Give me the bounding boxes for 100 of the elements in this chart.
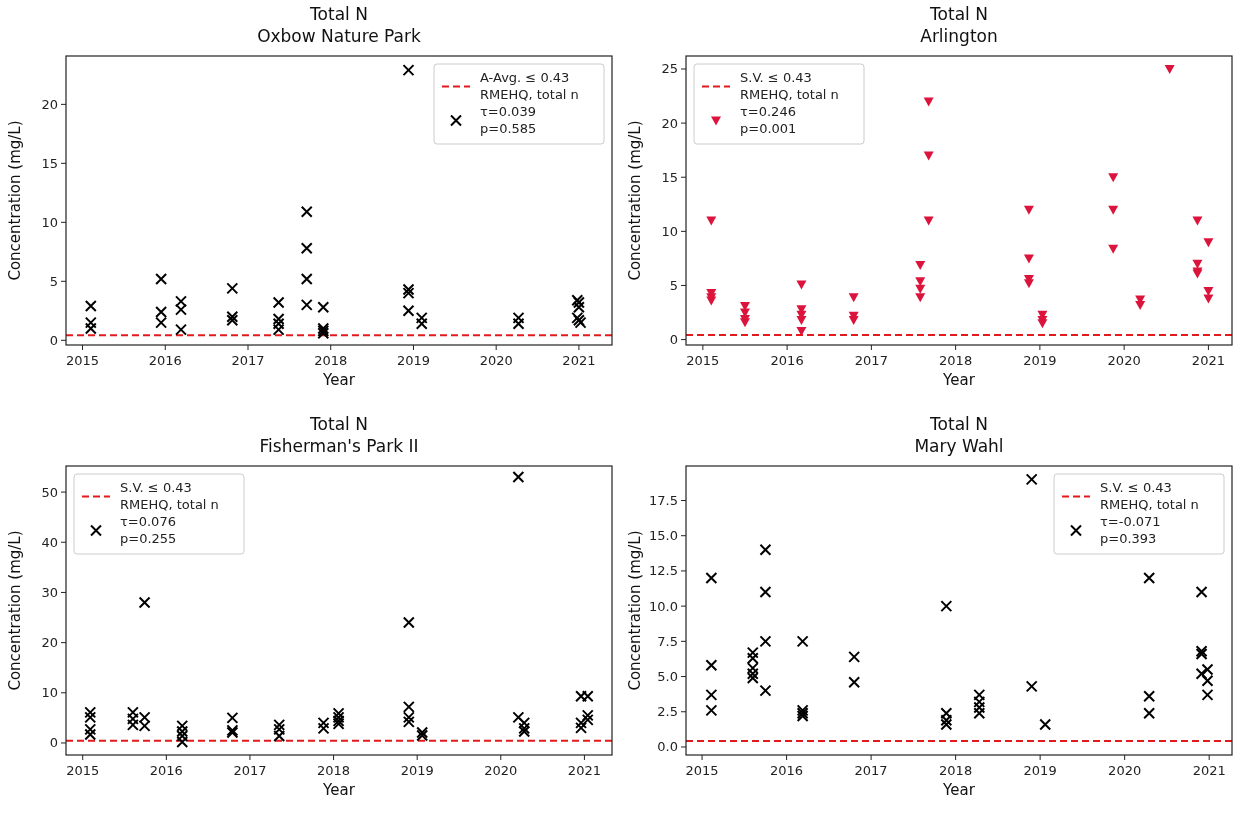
- point: [759, 543, 772, 556]
- y-tick-label: 7.5: [657, 633, 678, 649]
- point: [300, 298, 313, 311]
- chart-title: Total N: [309, 414, 368, 434]
- point: [332, 707, 345, 720]
- point: [84, 322, 97, 335]
- x-tick-label: 2019: [400, 763, 434, 778]
- y-tick-label: 15: [661, 169, 678, 185]
- point: [272, 323, 285, 336]
- x-tick-label: 2018: [939, 353, 973, 368]
- point: [705, 571, 718, 584]
- point: [512, 471, 525, 484]
- point: [272, 296, 285, 309]
- point: [1195, 586, 1208, 599]
- point: [1023, 279, 1034, 289]
- point: [759, 586, 772, 599]
- point: [226, 711, 239, 724]
- x-tick-label: 2021: [1192, 763, 1226, 778]
- point: [705, 659, 718, 672]
- x-axis-title: Year: [942, 371, 976, 389]
- point: [746, 667, 759, 680]
- y-tick-label: 25: [661, 61, 678, 77]
- point: [848, 650, 861, 663]
- point: [1108, 244, 1119, 254]
- chart-subtitle: Fisherman's Park II: [259, 436, 419, 456]
- y-tick-label: 40: [41, 534, 58, 550]
- x-tick-label: 2016: [770, 763, 804, 778]
- point: [300, 205, 313, 218]
- legend-label: τ=0.076 p=0.255: [120, 514, 177, 546]
- point: [512, 317, 525, 330]
- point: [1201, 674, 1214, 687]
- point: [415, 311, 428, 324]
- x-tick-label: 2019: [396, 353, 430, 368]
- point: [1201, 663, 1214, 676]
- chart-title: Total N: [309, 4, 368, 24]
- point: [940, 714, 953, 727]
- point: [126, 706, 139, 719]
- x-tick-label: 2016: [149, 763, 183, 778]
- y-axis-title: Concentration (mg/L): [6, 530, 24, 691]
- y-tick-label: 50: [41, 484, 58, 500]
- point: [915, 284, 926, 294]
- point: [272, 313, 285, 326]
- point: [746, 646, 759, 659]
- point: [273, 729, 286, 742]
- y-tick-label: 10: [41, 685, 58, 701]
- point: [226, 282, 239, 295]
- x-tick-label: 2015: [66, 353, 100, 368]
- x-tick-label: 2017: [231, 353, 265, 368]
- point: [155, 316, 168, 329]
- point: [512, 311, 525, 324]
- point: [973, 707, 986, 720]
- point: [174, 323, 187, 336]
- x-tick-label: 2018: [317, 763, 351, 778]
- point: [402, 283, 415, 296]
- x-tick-label: 2019: [1023, 763, 1057, 778]
- legend-label: τ=0.246 p=0.001: [740, 104, 797, 136]
- chart-title: Total N: [929, 414, 988, 434]
- point: [402, 616, 415, 629]
- point: [317, 301, 330, 314]
- point: [1195, 667, 1208, 680]
- point: [273, 718, 286, 731]
- y-tick-label: 0.0: [657, 739, 678, 755]
- point: [705, 688, 718, 701]
- point: [915, 260, 926, 270]
- y-tick-label: 0: [49, 735, 58, 751]
- point: [415, 317, 428, 330]
- point: [512, 711, 525, 724]
- x-tick-label: 2021: [567, 763, 601, 778]
- y-tick-label: 12.5: [649, 563, 678, 579]
- point: [518, 716, 531, 729]
- x-tick-label: 2018: [939, 763, 973, 778]
- point: [176, 729, 189, 742]
- point: [402, 715, 415, 728]
- point: [317, 716, 330, 729]
- point: [300, 272, 313, 285]
- point: [1203, 238, 1214, 248]
- y-tick-label: 10: [661, 223, 678, 239]
- point: [940, 707, 953, 720]
- x-tick-label: 2016: [770, 353, 804, 368]
- point: [973, 701, 986, 714]
- point: [1192, 259, 1203, 269]
- point: [1201, 688, 1214, 701]
- y-tick-label: 10.0: [649, 598, 678, 614]
- point: [155, 305, 168, 318]
- point: [848, 316, 859, 326]
- x-tick-label: 2017: [854, 353, 888, 368]
- point: [174, 295, 187, 308]
- point: [402, 287, 415, 300]
- point: [796, 635, 809, 648]
- point: [1025, 680, 1038, 693]
- point: [581, 709, 594, 722]
- point: [84, 723, 97, 736]
- point: [1025, 473, 1038, 486]
- point: [1039, 718, 1052, 731]
- y-tick-label: 15: [41, 155, 58, 171]
- point: [575, 721, 588, 734]
- x-tick-label: 2020: [479, 353, 513, 368]
- point: [273, 723, 286, 736]
- point: [138, 596, 151, 609]
- y-tick-label: 17.5: [649, 493, 678, 509]
